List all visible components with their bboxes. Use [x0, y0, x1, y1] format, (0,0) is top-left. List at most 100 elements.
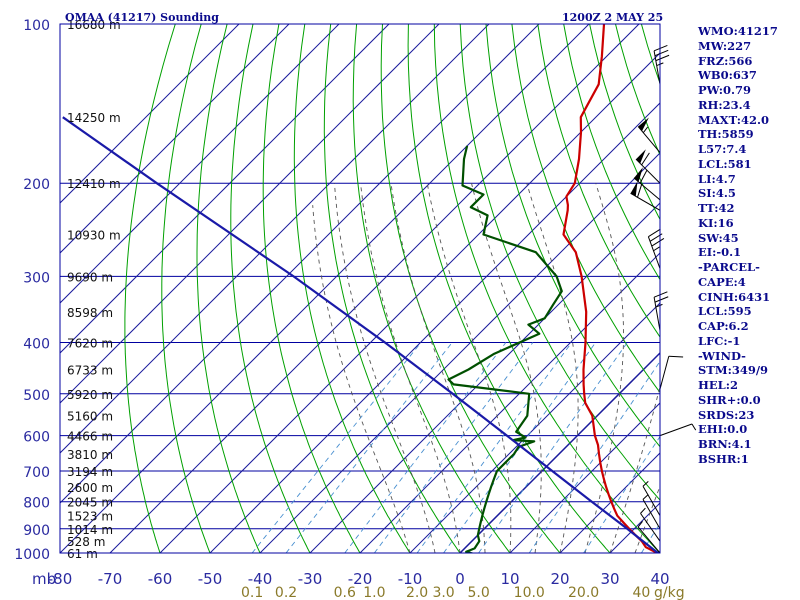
- moist-adiabat-line: [390, 183, 486, 553]
- dry-adiabat-line: [485, 24, 660, 448]
- index-item: -PARCEL-: [698, 260, 760, 274]
- wind-barb: [633, 167, 661, 201]
- dry-adiabat-line: [511, 24, 660, 394]
- parcel-profile: [62, 116, 660, 553]
- mixing-ratio-label: 3.0: [432, 585, 454, 600]
- mixing-ratio-label: 0.2: [275, 585, 297, 600]
- wind-barb-half: [642, 126, 649, 133]
- temperature-tick-label: -30: [298, 570, 323, 588]
- pressure-label-800: 800: [23, 496, 50, 512]
- dry-adiabat-line: [323, 24, 461, 553]
- pressure-label-400: 400: [23, 336, 50, 352]
- index-item: WMO:41217: [698, 24, 778, 38]
- mixing-ratio-label: 2.0: [406, 585, 428, 600]
- height-label: 7620 m: [67, 336, 113, 350]
- wind-barb-full: [639, 170, 648, 184]
- mixing-ratio-line: [416, 342, 573, 553]
- wind-barb-half: [642, 481, 649, 487]
- moist-adiabat-line: [312, 205, 411, 553]
- height-label: 5160 m: [67, 410, 113, 424]
- index-item: FRZ:566: [698, 53, 753, 68]
- wind-barb-full: [654, 49, 669, 57]
- isotherm-line: [209, 102, 660, 553]
- height-label: 16680 m: [67, 18, 121, 32]
- wind-barb-staff: [642, 485, 661, 516]
- dry-adiabat-line: [124, 24, 176, 553]
- plot-frame: [59, 23, 661, 554]
- pressure-label-200: 200: [23, 177, 50, 193]
- wind-barb: [640, 507, 661, 542]
- index-item: RH:23.4: [698, 97, 751, 112]
- dry-adiabat-line: [196, 24, 261, 553]
- index-item: TT:42: [698, 201, 735, 215]
- height-label: 1014 m: [67, 523, 113, 537]
- moist-adiabat-line: [426, 183, 512, 553]
- temperature-tick-label: -80: [48, 570, 73, 588]
- mixing-ratio-line: [251, 342, 422, 553]
- wind-barb-half: [653, 246, 660, 252]
- pressure-unit-label: mb: [32, 570, 56, 588]
- height-label: 6733 m: [67, 364, 113, 378]
- moist-adiabat-line: [471, 183, 542, 553]
- index-item: SHR+:0.0: [698, 392, 761, 407]
- index-item: STM:349/9: [698, 363, 769, 378]
- isotherm-line: [60, 24, 490, 454]
- temperature-profile: [562, 24, 660, 553]
- wind-barb: [659, 423, 697, 437]
- pressure-label-100: 100: [23, 18, 50, 34]
- wind-barb-flag: [635, 149, 646, 164]
- wind-barb-flag: [630, 181, 638, 197]
- pressure-label-300: 300: [23, 270, 50, 286]
- wind-barb: [659, 355, 684, 390]
- height-label: 4466 m: [67, 430, 113, 444]
- height-label: 2600 m: [67, 481, 113, 495]
- wind-barb-half: [640, 507, 646, 514]
- pressure-label-500: 500: [23, 388, 50, 404]
- wind-barb-full: [641, 152, 650, 166]
- height-label: 3810 m: [67, 448, 113, 462]
- pressure-label-900: 900: [23, 523, 50, 539]
- wind-barb-staff: [640, 513, 661, 542]
- isotherm-line: [109, 24, 640, 553]
- wind-barb-full: [655, 54, 670, 62]
- mixing-ratio-label: 40: [632, 585, 650, 600]
- wind-barbs: [630, 44, 697, 554]
- mixing-ratio-label: 20.0: [568, 585, 599, 600]
- mixing-ratio-label: 1.0: [363, 585, 385, 600]
- moist-adiabat-line: [634, 484, 660, 553]
- wind-barb-staff: [637, 126, 661, 153]
- height-label: 3194 m: [67, 465, 113, 479]
- dry-adiabat-line: [230, 24, 311, 553]
- temperature-tick-label: 10: [500, 570, 519, 588]
- index-item: HEL:2: [698, 378, 738, 392]
- moist-adiabat-line: [334, 183, 436, 553]
- isotherm-line: [409, 302, 660, 553]
- index-item: LCL:595: [698, 304, 752, 319]
- index-item: EHI:0.0: [698, 422, 748, 437]
- dry-adiabat-line: [407, 24, 611, 553]
- mixing-ratio-label: 10.0: [514, 585, 545, 600]
- dry-adiabat-line: [262, 24, 361, 553]
- wind-barb-full: [651, 238, 665, 247]
- mixing-ratio-unit-label: g/kg: [654, 585, 685, 600]
- wind-barb-half: [655, 303, 663, 308]
- isotherm-line: [259, 152, 660, 553]
- wind-barb-half: [691, 423, 697, 431]
- temperature-tick-label: -70: [98, 570, 123, 588]
- index-item: WB0:637: [698, 68, 757, 83]
- isotherm-line: [60, 24, 440, 404]
- wind-barb-full: [668, 355, 684, 358]
- wind-barb: [637, 520, 661, 554]
- wind-barb: [642, 494, 661, 530]
- temperature-tick-label: -40: [248, 570, 273, 588]
- temperature-tick-label: -60: [148, 570, 173, 588]
- temperature-tick-label: 30: [600, 570, 619, 588]
- index-item: LCL:581: [698, 156, 752, 171]
- mixing-ratio-line: [443, 342, 596, 553]
- chart-title: OMAA (41217) Sounding: [65, 11, 219, 24]
- pressure-label-600: 600: [23, 430, 50, 446]
- wind-barb-staff: [653, 50, 661, 85]
- height-label: 528 m: [67, 535, 105, 549]
